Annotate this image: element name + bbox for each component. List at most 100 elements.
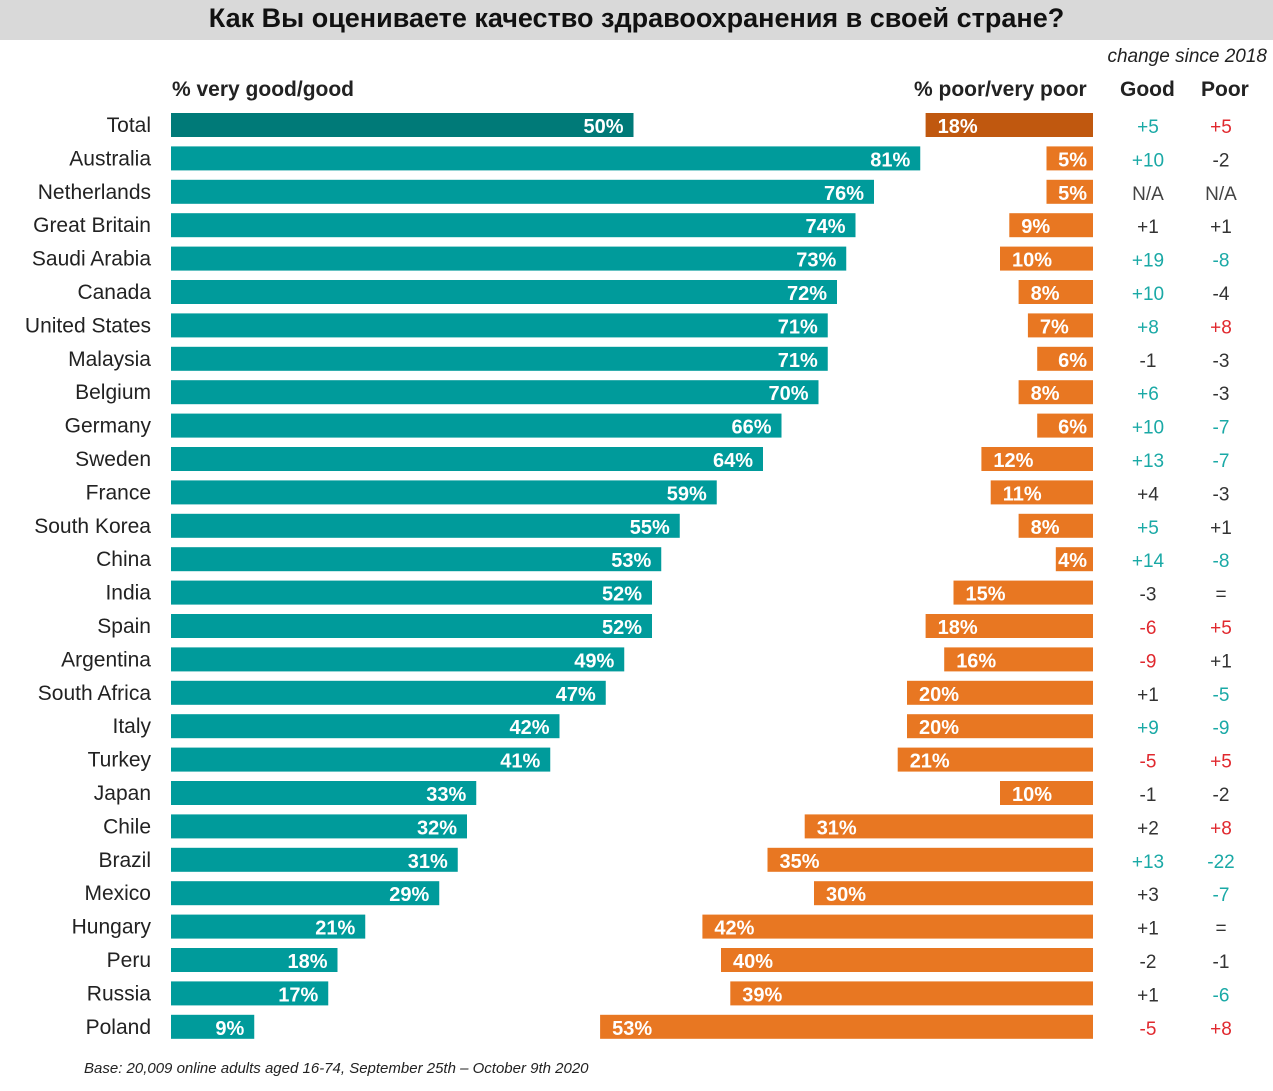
poor-change-value: = [1215, 585, 1226, 606]
good-change-value: +10 [1132, 150, 1164, 171]
category-label: Japan [94, 782, 151, 805]
poor-change-value: +1 [1210, 518, 1232, 539]
poor-bar [1055, 547, 1093, 572]
poor-change-value: +1 [1210, 651, 1232, 672]
poor-change-value: -7 [1213, 885, 1230, 906]
good-change-value: +10 [1132, 284, 1164, 305]
poor-change-value: -7 [1213, 451, 1230, 472]
good-change-value: -1 [1140, 351, 1157, 372]
good-change-value: -5 [1140, 752, 1157, 773]
good-change-value: +10 [1132, 418, 1164, 439]
poor-bar [804, 814, 1093, 839]
poor-bar-label: 20% [919, 684, 959, 706]
poor-bar-label: 8% [1031, 283, 1060, 305]
poor-bar [702, 914, 1093, 939]
good-bar-label: 17% [278, 984, 318, 1006]
poor-bar-label: 20% [919, 717, 959, 739]
poor-change-value: -7 [1213, 418, 1230, 439]
poor-bar-label: 6% [1058, 417, 1087, 439]
poor-change-value: -8 [1213, 551, 1230, 572]
poor-change-value: N/A [1205, 184, 1237, 205]
poor-change-value: +5 [1210, 618, 1232, 639]
good-bar-label: 29% [389, 884, 429, 906]
good-bar [171, 146, 921, 171]
category-label: India [105, 582, 151, 605]
poor-bar-label: 7% [1040, 316, 1069, 338]
category-label: Malaysia [68, 348, 151, 371]
good-change-value: +1 [1137, 985, 1159, 1006]
category-label: Italy [112, 715, 151, 738]
poor-bar-label: 10% [1012, 250, 1052, 272]
poor-bar [814, 881, 1093, 906]
poor-change-value: -2 [1213, 785, 1230, 806]
good-bar [171, 948, 338, 972]
good-change-value: -9 [1140, 651, 1157, 672]
poor-bar [1046, 179, 1093, 204]
poor-bar [1037, 413, 1093, 438]
poor-bar-label: 42% [714, 918, 754, 940]
category-label: Belgium [75, 381, 151, 404]
good-bar-label: 71% [778, 350, 818, 372]
poor-bar-label: 16% [956, 650, 996, 672]
category-label: Canada [77, 281, 151, 304]
category-label: Mexico [84, 882, 151, 905]
good-bar [171, 413, 782, 438]
poor-bar-label: 8% [1031, 383, 1060, 405]
good-change-value: +13 [1132, 451, 1164, 472]
poor-bar-label: 35% [780, 851, 820, 873]
good-change-value: +1 [1137, 685, 1159, 706]
poor-bar-label: 18% [938, 116, 978, 138]
poor-bar [925, 113, 1093, 137]
good-change-value: N/A [1132, 184, 1164, 205]
category-label: Brazil [98, 849, 151, 872]
poor-change-value: -9 [1213, 718, 1230, 739]
good-bar [171, 914, 366, 939]
good-change-value: +5 [1137, 518, 1159, 539]
category-label: Poland [86, 1016, 151, 1039]
poor-change-value: -3 [1213, 384, 1230, 405]
category-label: Germany [65, 415, 152, 438]
poor-change-value: +5 [1210, 117, 1232, 138]
good-bar [171, 280, 837, 304]
poor-change-value: -1 [1213, 952, 1230, 973]
poor-change-value: -4 [1213, 284, 1230, 305]
poor-bar-label: 39% [742, 984, 782, 1006]
good-bar-label: 59% [667, 483, 707, 505]
poor-bar [907, 714, 1093, 739]
change-since-label: change since 2018 [1107, 46, 1267, 67]
good-change-value: +3 [1137, 885, 1159, 906]
poor-bar [1027, 313, 1093, 338]
category-label: Netherlands [38, 181, 151, 204]
footnote: Base: 20,009 online adults aged 16-74, S… [84, 1060, 589, 1077]
good-bar-label: 31% [408, 851, 448, 873]
good-bar-label: 76% [824, 183, 864, 205]
category-label: Sweden [75, 448, 151, 471]
good-bar-label: 50% [583, 116, 623, 138]
good-bar-label: 53% [611, 550, 651, 572]
good-change-value: +2 [1137, 818, 1159, 839]
good-bar [171, 380, 819, 405]
good-bar [171, 447, 763, 471]
category-label: South Korea [34, 515, 151, 538]
good-bar [171, 747, 551, 772]
poor-bar [1018, 380, 1093, 405]
good-bar-label: 18% [287, 951, 327, 973]
good-bar-label: 47% [556, 684, 596, 706]
good-bar-label: 64% [713, 450, 753, 472]
poor-bar-label: 9% [1021, 216, 1050, 238]
poor-bar [907, 680, 1093, 705]
poor-bar-label: 5% [1058, 149, 1087, 171]
poor-bar-label: 12% [993, 450, 1033, 472]
good-bar [171, 814, 467, 839]
poor-change-value: -5 [1213, 685, 1230, 706]
poor-bar [1018, 513, 1093, 538]
good-bar-label: 9% [215, 1018, 244, 1040]
poor-bar [953, 580, 1093, 605]
category-label: South Africa [38, 682, 152, 705]
poor-bar [600, 1014, 1093, 1039]
good-change-value: +8 [1137, 317, 1159, 338]
good-bar [171, 580, 652, 605]
good-bar-label: 49% [574, 650, 614, 672]
category-label: China [96, 548, 151, 571]
good-change-value: +4 [1137, 484, 1159, 505]
